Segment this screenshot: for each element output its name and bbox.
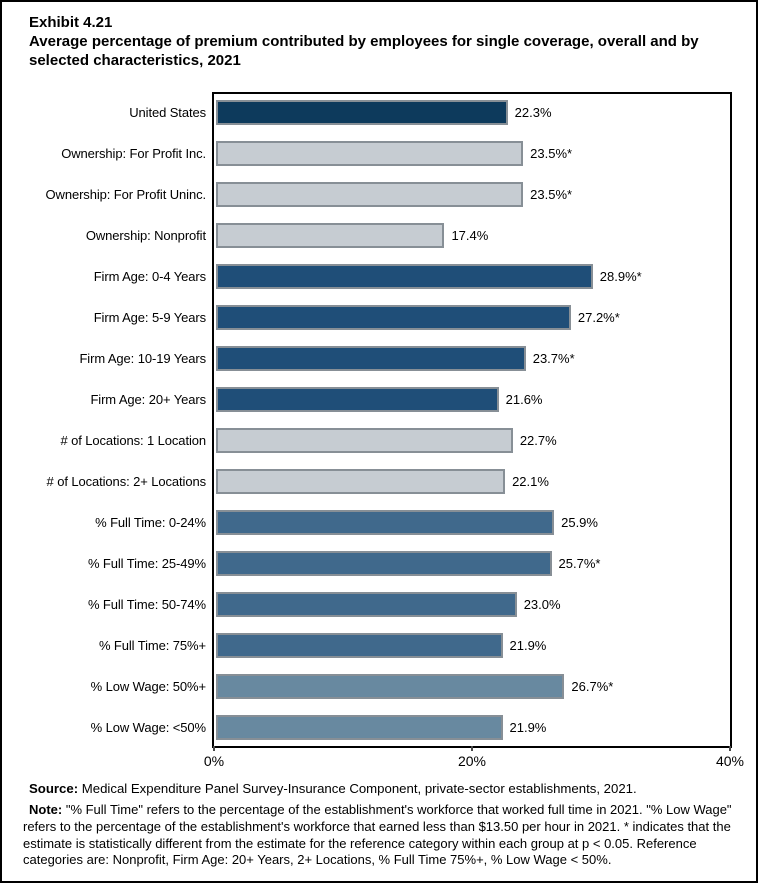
value-label: 28.9%*	[599, 269, 642, 284]
category-label: Firm Age: 0-4 Years	[93, 269, 206, 284]
category-label: % Full Time: 0-24%	[95, 515, 206, 530]
value-label: 23.0%	[523, 597, 561, 612]
bar	[216, 633, 503, 658]
bar	[216, 551, 552, 576]
bar-track: 23.7%*	[216, 346, 732, 371]
value-label: 23.7%*	[532, 351, 575, 366]
value-label: 23.5%*	[530, 187, 573, 202]
category-label: Firm Age: 10-19 Years	[79, 351, 206, 366]
category-label: % Full Time: 25-49%	[87, 556, 206, 571]
bar	[216, 264, 593, 289]
category-label: Firm Age: 5-9 Years	[93, 310, 206, 325]
chart-row: United States 22.3%	[2, 92, 750, 133]
x-axis-tick	[213, 746, 215, 751]
chart-row: Ownership: Nonprofit 17.4%	[2, 215, 750, 256]
title-block: Exhibit 4.21 Average percentage of premi…	[29, 13, 731, 70]
category-label: % Full Time: 50-74%	[87, 597, 206, 612]
bar-track: 22.3%	[216, 100, 732, 125]
bar	[216, 100, 508, 125]
value-label: 22.7%	[519, 433, 557, 448]
bar-track: 22.1%	[216, 469, 732, 494]
chart-row: % Low Wage: <50% 21.9%	[2, 707, 750, 748]
x-axis-tick-label: 20%	[457, 753, 487, 769]
bar-track: 25.7%*	[216, 551, 732, 576]
note-label: Note:	[29, 802, 63, 817]
chart-rows: United States 22.3% Ownership: For Profit …	[2, 92, 750, 748]
exhibit-number: Exhibit 4.21	[29, 14, 113, 31]
value-label: 21.9%	[509, 720, 547, 735]
x-axis-tick	[471, 746, 473, 751]
chart-row: % Full Time: 0-24% 25.9%	[2, 502, 750, 543]
bar	[216, 141, 524, 166]
value-label: 22.3%	[514, 105, 552, 120]
x-axis-tick	[729, 746, 731, 751]
bar	[216, 469, 506, 494]
category-label: Ownership: For Profit Inc.	[61, 146, 206, 161]
category-label: # of Locations: 2+ Locations	[46, 474, 207, 489]
bar-track: 27.2%*	[216, 305, 732, 330]
chart-row: % Full Time: 50-74% 23.0%	[2, 584, 750, 625]
source-note: Source: Medical Expenditure Panel Survey…	[29, 781, 745, 796]
bar-track: 23.0%	[216, 592, 732, 617]
bar-track: 23.5%*	[216, 141, 732, 166]
chart-row: Ownership: For Profit Uninc. 23.5%*	[2, 174, 750, 215]
value-label: 21.9%	[509, 638, 547, 653]
chart-row: % Full Time: 75%+ 21.9%	[2, 625, 750, 666]
x-axis-tick-label: 40%	[715, 753, 745, 769]
chart-row: Firm Age: 5-9 Years 27.2%*	[2, 297, 750, 338]
value-label: 25.7%*	[558, 556, 601, 571]
value-label: 21.6%	[505, 392, 543, 407]
bar	[216, 305, 571, 330]
bar-track: 21.9%	[216, 715, 732, 740]
chart-row: # of Locations: 2+ Locations 22.1%	[2, 461, 750, 502]
chart-row: Firm Age: 20+ Years 21.6%	[2, 379, 750, 420]
x-axis-tick-label: 0%	[203, 753, 225, 769]
bar-track: 22.7%	[216, 428, 732, 453]
category-label: # of Locations: 1 Location	[60, 433, 206, 448]
bar	[216, 674, 565, 699]
chart-row: # of Locations: 1 Location 22.7%	[2, 420, 750, 461]
footnote: Note: "% Full Time" refers to the percen…	[23, 802, 750, 869]
value-label: 23.5%*	[530, 146, 573, 161]
value-label: 26.7%*	[571, 679, 614, 694]
bar-track: 21.6%	[216, 387, 732, 412]
source-label: Source:	[29, 781, 79, 796]
chart-title: Average percentage of premium contribute…	[29, 33, 699, 69]
value-label: 27.2%*	[577, 310, 620, 325]
bar	[216, 223, 445, 248]
category-label: % Full Time: 75%+	[98, 638, 206, 653]
bar	[216, 428, 513, 453]
chart-row: Ownership: For Profit Inc. 23.5%*	[2, 133, 750, 174]
bar-track: 28.9%*	[216, 264, 732, 289]
category-label: % Low Wage: <50%	[90, 720, 206, 735]
bar-track: 25.9%	[216, 510, 732, 535]
bar	[216, 592, 517, 617]
chart-row: % Full Time: 25-49% 25.7%*	[2, 543, 750, 584]
bar	[216, 715, 503, 740]
bar	[216, 387, 499, 412]
value-label: 22.1%	[512, 474, 549, 489]
category-label: United States	[129, 105, 206, 120]
bar-track: 17.4%	[216, 223, 732, 248]
bar-track: 23.5%*	[216, 182, 732, 207]
category-label: Ownership: For Profit Uninc.	[45, 187, 207, 202]
bar	[216, 182, 524, 207]
category-label: Firm Age: 20+ Years	[90, 392, 206, 407]
chart-row: % Low Wage: 50%+ 26.7%*	[2, 666, 750, 707]
note-text: "% Full Time" refers to the percentage o…	[23, 802, 732, 868]
bar	[216, 510, 555, 535]
chart-row: Firm Age: 0-4 Years 28.9%*	[2, 256, 750, 297]
bar-track: 26.7%*	[216, 674, 732, 699]
chart-row: Firm Age: 10-19 Years 23.7%*	[2, 338, 750, 379]
bar	[216, 346, 526, 371]
category-label: Ownership: Nonprofit	[85, 228, 206, 243]
plot-area: 0% 20% 40%	[204, 92, 744, 769]
source-text: Medical Expenditure Panel Survey-Insuran…	[78, 781, 637, 796]
value-label: 17.4%	[451, 228, 489, 243]
category-label: % Low Wage: 50%+	[90, 679, 206, 694]
value-label: 25.9%	[561, 515, 598, 530]
bar-track: 21.9%	[216, 633, 732, 658]
